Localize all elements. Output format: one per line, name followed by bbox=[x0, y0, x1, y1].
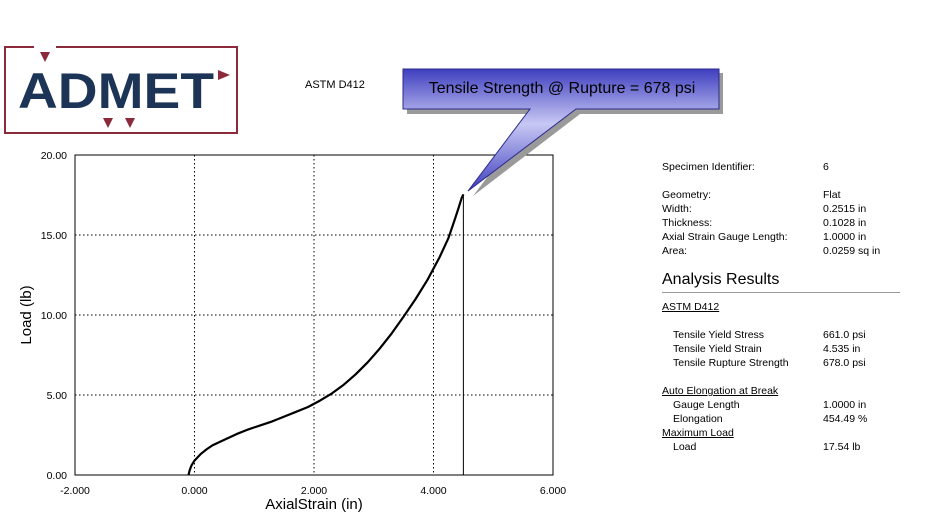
rupture-strength-label: Tensile Rupture Strength bbox=[673, 357, 789, 369]
elong-gauge-length-value: 1.0000 in bbox=[823, 399, 867, 411]
thickness-label: Thickness: bbox=[662, 217, 713, 229]
area-value: 0.0259 sq in bbox=[823, 245, 881, 257]
logo-arrow-top bbox=[40, 52, 50, 62]
y-tick-label: 0.00 bbox=[47, 470, 68, 482]
rupture-strength-value: 678.0 psi bbox=[823, 357, 866, 369]
x-tick-label: 0.000 bbox=[181, 485, 207, 497]
x-tick-label: 2.000 bbox=[301, 485, 327, 497]
load-curve bbox=[187, 193, 465, 476]
logo-arrow-bottom-1 bbox=[103, 118, 113, 128]
analysis-standard: ASTM D412 bbox=[662, 301, 720, 313]
max-load-heading: Maximum Load bbox=[662, 427, 734, 439]
x-axis-label: AxialStrain (in) bbox=[265, 496, 363, 513]
plot-frame bbox=[74, 154, 554, 476]
y-tick-label: 15.00 bbox=[41, 230, 67, 242]
yield-stress-label: Tensile Yield Stress bbox=[673, 329, 765, 341]
analysis-divider bbox=[662, 292, 900, 293]
y-tick-label: 20.00 bbox=[41, 150, 67, 162]
thickness-value: 0.1028 in bbox=[823, 217, 867, 229]
yield-strain-value: 4.535 in bbox=[823, 343, 861, 355]
specimen-id-label: Specimen Identifier: bbox=[662, 161, 755, 173]
logo-arrow-right bbox=[218, 70, 230, 80]
max-load-label: Load bbox=[673, 441, 697, 453]
yield-stress-value: 661.0 psi bbox=[823, 329, 866, 341]
specimen-id-value: 6 bbox=[823, 161, 829, 173]
x-tick-label: 4.000 bbox=[420, 485, 446, 497]
logo-text: ADMET bbox=[18, 63, 214, 119]
callout-bubble bbox=[402, 68, 720, 192]
logo-arrow-bottom-2 bbox=[125, 118, 135, 128]
max-load-value: 17.54 lb bbox=[823, 441, 861, 453]
x-tick-label: -2.000 bbox=[60, 485, 90, 497]
y-tick-label: 10.00 bbox=[41, 310, 67, 322]
grid-lines bbox=[75, 155, 553, 475]
area-label: Area: bbox=[662, 245, 688, 257]
elongation-value: 454.49 % bbox=[823, 413, 868, 425]
admet-logo: ADMET bbox=[4, 46, 238, 134]
auto-elongation-heading: Auto Elongation at Break bbox=[662, 385, 779, 397]
width-label: Width: bbox=[662, 203, 692, 215]
elong-gauge-length-label: Gauge Length bbox=[673, 399, 740, 411]
width-value: 0.2515 in bbox=[823, 203, 867, 215]
axis-ticks: -2.000 0.000 2.000 4.000 6.000 0.00 5.00 10.00 1… bbox=[41, 150, 567, 497]
geometry-label: Geometry: bbox=[662, 189, 712, 201]
geometry-value: Flat bbox=[823, 189, 841, 201]
y-axis-label: Load (lb) bbox=[18, 285, 35, 344]
gauge-length-value: 1.0000 in bbox=[823, 231, 867, 243]
elongation-label: Elongation bbox=[673, 413, 723, 425]
analysis-results-title: Analysis Results bbox=[662, 271, 780, 288]
x-tick-label: 6.000 bbox=[540, 485, 566, 497]
yield-strain-label: Tensile Yield Strain bbox=[673, 343, 762, 355]
test-standard-label: ASTM D412 bbox=[305, 79, 365, 91]
callout-text: Tensile Strength @ Rupture = 678 psi bbox=[428, 80, 696, 97]
y-tick-label: 5.00 bbox=[47, 390, 68, 402]
gauge-length-label: Axial Strain Gauge Length: bbox=[662, 231, 788, 243]
